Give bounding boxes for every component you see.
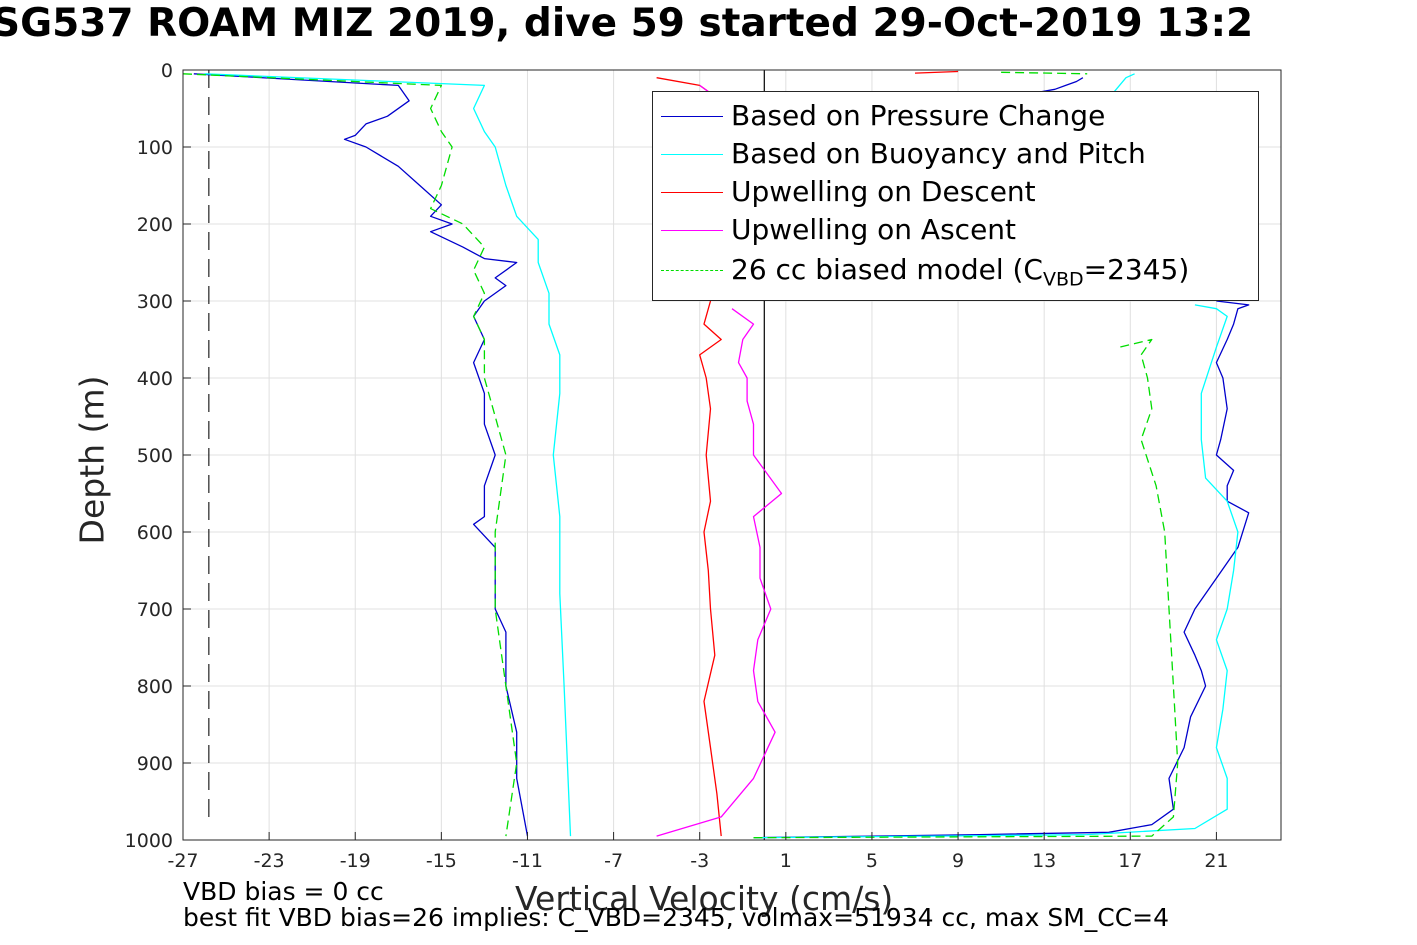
y-tick-label: 1000	[125, 830, 173, 852]
y-tick-label: 400	[137, 368, 173, 390]
legend-swatch-model	[661, 270, 723, 271]
series-line-3-segment-1	[656, 308, 783, 837]
legend-entry-descent: Upwelling on Descent	[653, 173, 1258, 211]
legend-label-pressure: Based on Pressure Change	[731, 99, 1106, 132]
legend-entry-pressure: Based on Pressure Change	[653, 97, 1258, 135]
series-line-1-segment-1	[753, 304, 1239, 839]
y-tick-label: 200	[137, 214, 173, 236]
legend-label-buoyancy: Based on Buoyancy and Pitch	[731, 137, 1146, 170]
chart-title: SG537 ROAM MIZ 2019, dive 59 started 29-…	[0, 1, 1254, 46]
x-tick-label: 17	[1118, 850, 1142, 872]
legend-model-suffix: =2345)	[1083, 253, 1190, 286]
legend-model-prefix: 26 cc biased model (C	[731, 253, 1043, 286]
legend-label-descent: Upwelling on Descent	[731, 175, 1036, 208]
series-line-0-segment-1	[753, 300, 1250, 839]
y-tick-label: 600	[137, 522, 173, 544]
x-tick-label: 5	[866, 850, 878, 872]
x-tick-label: -11	[512, 850, 543, 872]
y-tick-label: 800	[137, 676, 173, 698]
series-line-1-segment-0	[204, 73, 572, 837]
x-tick-label: -27	[167, 850, 198, 872]
y-tick-label: 700	[137, 599, 173, 621]
x-tick-label: -23	[254, 850, 285, 872]
legend-swatch-ascent	[661, 230, 723, 231]
y-tick-label: 900	[137, 753, 173, 775]
x-tick-label: 13	[1032, 850, 1056, 872]
y-tick-label: 100	[137, 137, 173, 159]
legend-entry-buoyancy: Based on Buoyancy and Pitch	[653, 135, 1258, 173]
y-tick-label: 0	[161, 60, 173, 82]
series-lines	[182, 70, 1250, 839]
series-line-0-segment-2	[1033, 77, 1084, 94]
x-tick-label: 9	[952, 850, 964, 872]
legend-swatch-pressure	[661, 116, 723, 117]
x-tick-label: -15	[426, 850, 457, 872]
legend-label-ascent: Upwelling on Ascent	[731, 213, 1017, 246]
x-tick-label: -7	[604, 850, 623, 872]
x-axis-label: Vertical Velocity (cm/s)	[515, 879, 894, 918]
best-fit-note: best fit VBD bias=26 implies: C_VBD=2345…	[183, 903, 1170, 932]
legend-swatch-descent	[661, 192, 723, 193]
legend-model-subscript: VBD	[1042, 268, 1084, 291]
legend-label-model: 26 cc biased model (CVBD=2345)	[731, 253, 1190, 291]
x-tick-label: 21	[1204, 850, 1228, 872]
vbd-bias-note: VBD bias = 0 cc	[183, 877, 384, 906]
legend-swatch-buoyancy	[661, 154, 723, 155]
y-axis-label: Depth (m)	[72, 375, 112, 545]
x-tick-label: 1	[780, 850, 792, 872]
legend: Based on Pressure Change Based on Buoyan…	[652, 91, 1259, 301]
legend-entry-model: 26 cc biased model (CVBD=2345)	[653, 251, 1258, 291]
y-tick-label: 500	[137, 445, 173, 467]
x-tick-label: -19	[340, 850, 371, 872]
x-tick-label: -3	[690, 850, 709, 872]
series-line-4-segment-2	[1001, 71, 1088, 75]
series-line-2-segment-1	[699, 300, 722, 837]
series-line-2-segment-2	[914, 70, 959, 74]
y-tick-label: 300	[137, 291, 173, 313]
series-line-4-segment-0	[182, 73, 518, 837]
series-line-4-segment-1	[753, 338, 1179, 839]
legend-entry-ascent: Upwelling on Ascent	[653, 211, 1258, 249]
axis-ticks: -27 -23 -19 -15 -11 -7 -3 1 5 9 13 17 21 0 100 200 300 40…	[125, 60, 1229, 872]
